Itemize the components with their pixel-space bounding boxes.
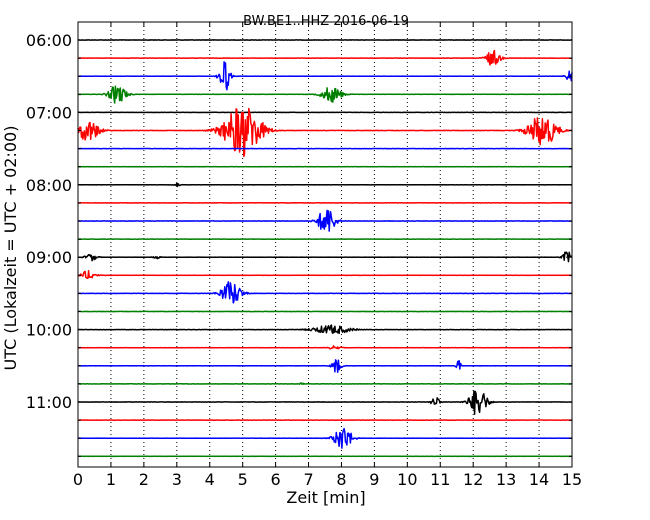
trace-1045 xyxy=(77,382,573,385)
x-tick-label: 10 xyxy=(397,470,417,489)
y-tick-label: 10:00 xyxy=(26,321,72,340)
x-tick-label: 11 xyxy=(430,470,450,489)
x-axis-label: Zeit [min] xyxy=(286,488,365,507)
x-tick-label: 9 xyxy=(369,470,379,489)
y-tick-label: 08:00 xyxy=(26,176,72,195)
trace-1130 xyxy=(77,427,573,449)
x-tick-label: 15 xyxy=(562,470,582,489)
y-tick-label: 11:00 xyxy=(26,393,72,412)
trace-0900 xyxy=(77,251,573,263)
trace-group xyxy=(77,39,573,458)
trace-0830 xyxy=(77,209,573,232)
x-tick-label: 4 xyxy=(205,470,215,489)
x-tick-label: 7 xyxy=(303,470,313,489)
trace-1015 xyxy=(77,345,573,350)
x-tick-label: 0 xyxy=(73,470,83,489)
trace-0615 xyxy=(77,49,573,66)
y-tick-label: 09:00 xyxy=(26,248,72,267)
x-tick-label: 2 xyxy=(139,470,149,489)
x-tick-label: 6 xyxy=(271,470,281,489)
trace-0715 xyxy=(77,107,573,158)
y-axis-ticks: 06:00 07:00 08:00 09:00 10:00 11:00 xyxy=(26,31,572,457)
y-tick-label: 07:00 xyxy=(26,103,72,122)
y-axis-label: UTC (Lokalzeit = UTC + 02:00) xyxy=(1,126,20,371)
chart-title: BW.BE1..HHZ 2016-06-19 xyxy=(243,14,409,29)
trace-1030 xyxy=(77,359,573,374)
trace-0930 xyxy=(77,281,573,304)
x-tick-label: 1 xyxy=(106,470,116,489)
x-tick-label: 14 xyxy=(529,470,549,489)
x-tick-label: 3 xyxy=(172,470,182,489)
x-axis-ticks: 0 1 2 3 4 5 6 7 8 9 10 11 12 13 14 15 xyxy=(73,22,582,489)
plot-frame xyxy=(77,21,573,468)
trace-0915 xyxy=(77,269,573,280)
x-tick-label: 12 xyxy=(463,470,483,489)
trace-0630 xyxy=(77,61,573,91)
trace-1000 xyxy=(77,324,573,335)
x-tick-label: 5 xyxy=(238,470,248,489)
y-tick-label: 06:00 xyxy=(26,31,72,50)
trace-1100 xyxy=(77,390,573,415)
x-tick-label: 8 xyxy=(336,470,346,489)
trace-0645 xyxy=(77,85,573,104)
x-tick-label: 13 xyxy=(496,470,516,489)
trace-0800 xyxy=(77,182,573,188)
